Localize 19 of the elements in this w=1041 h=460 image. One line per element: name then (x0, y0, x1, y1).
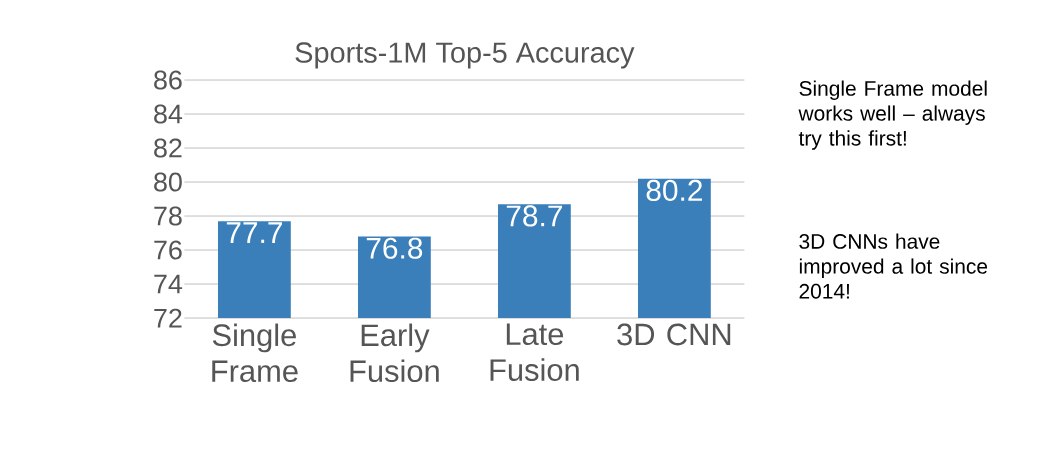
y-tick-label: 84 (154, 104, 183, 124)
data-label: 77.7 (226, 222, 282, 243)
y-tick-label: 72 (154, 308, 182, 328)
y-tick-label: 78 (154, 206, 182, 226)
text: 3D CNNs have improved a lot since 2014! (799, 233, 988, 299)
data-label: 76.8 (366, 237, 423, 259)
x-tick-label: Late Fusion (490, 323, 579, 381)
data-label: 80.2 (646, 179, 702, 201)
chart-title: Sports-1M Top-5 Accuracy (295, 42, 635, 69)
y-tick-label: 76 (154, 240, 182, 260)
x-tick-label: Early Fusion (350, 323, 439, 383)
x-tick-label: 3D CNN (617, 323, 731, 346)
text: Single Frame model works well – always try this first! (798, 80, 987, 150)
y-tick-label: 80 (154, 172, 182, 192)
data-label: 78.7 (506, 205, 562, 227)
y-tick-label: 74 (154, 274, 183, 294)
y-tick-label: 82 (154, 138, 182, 158)
x-tick-label: Single Frame (212, 323, 298, 383)
y-tick-label: 86 (154, 70, 182, 90)
